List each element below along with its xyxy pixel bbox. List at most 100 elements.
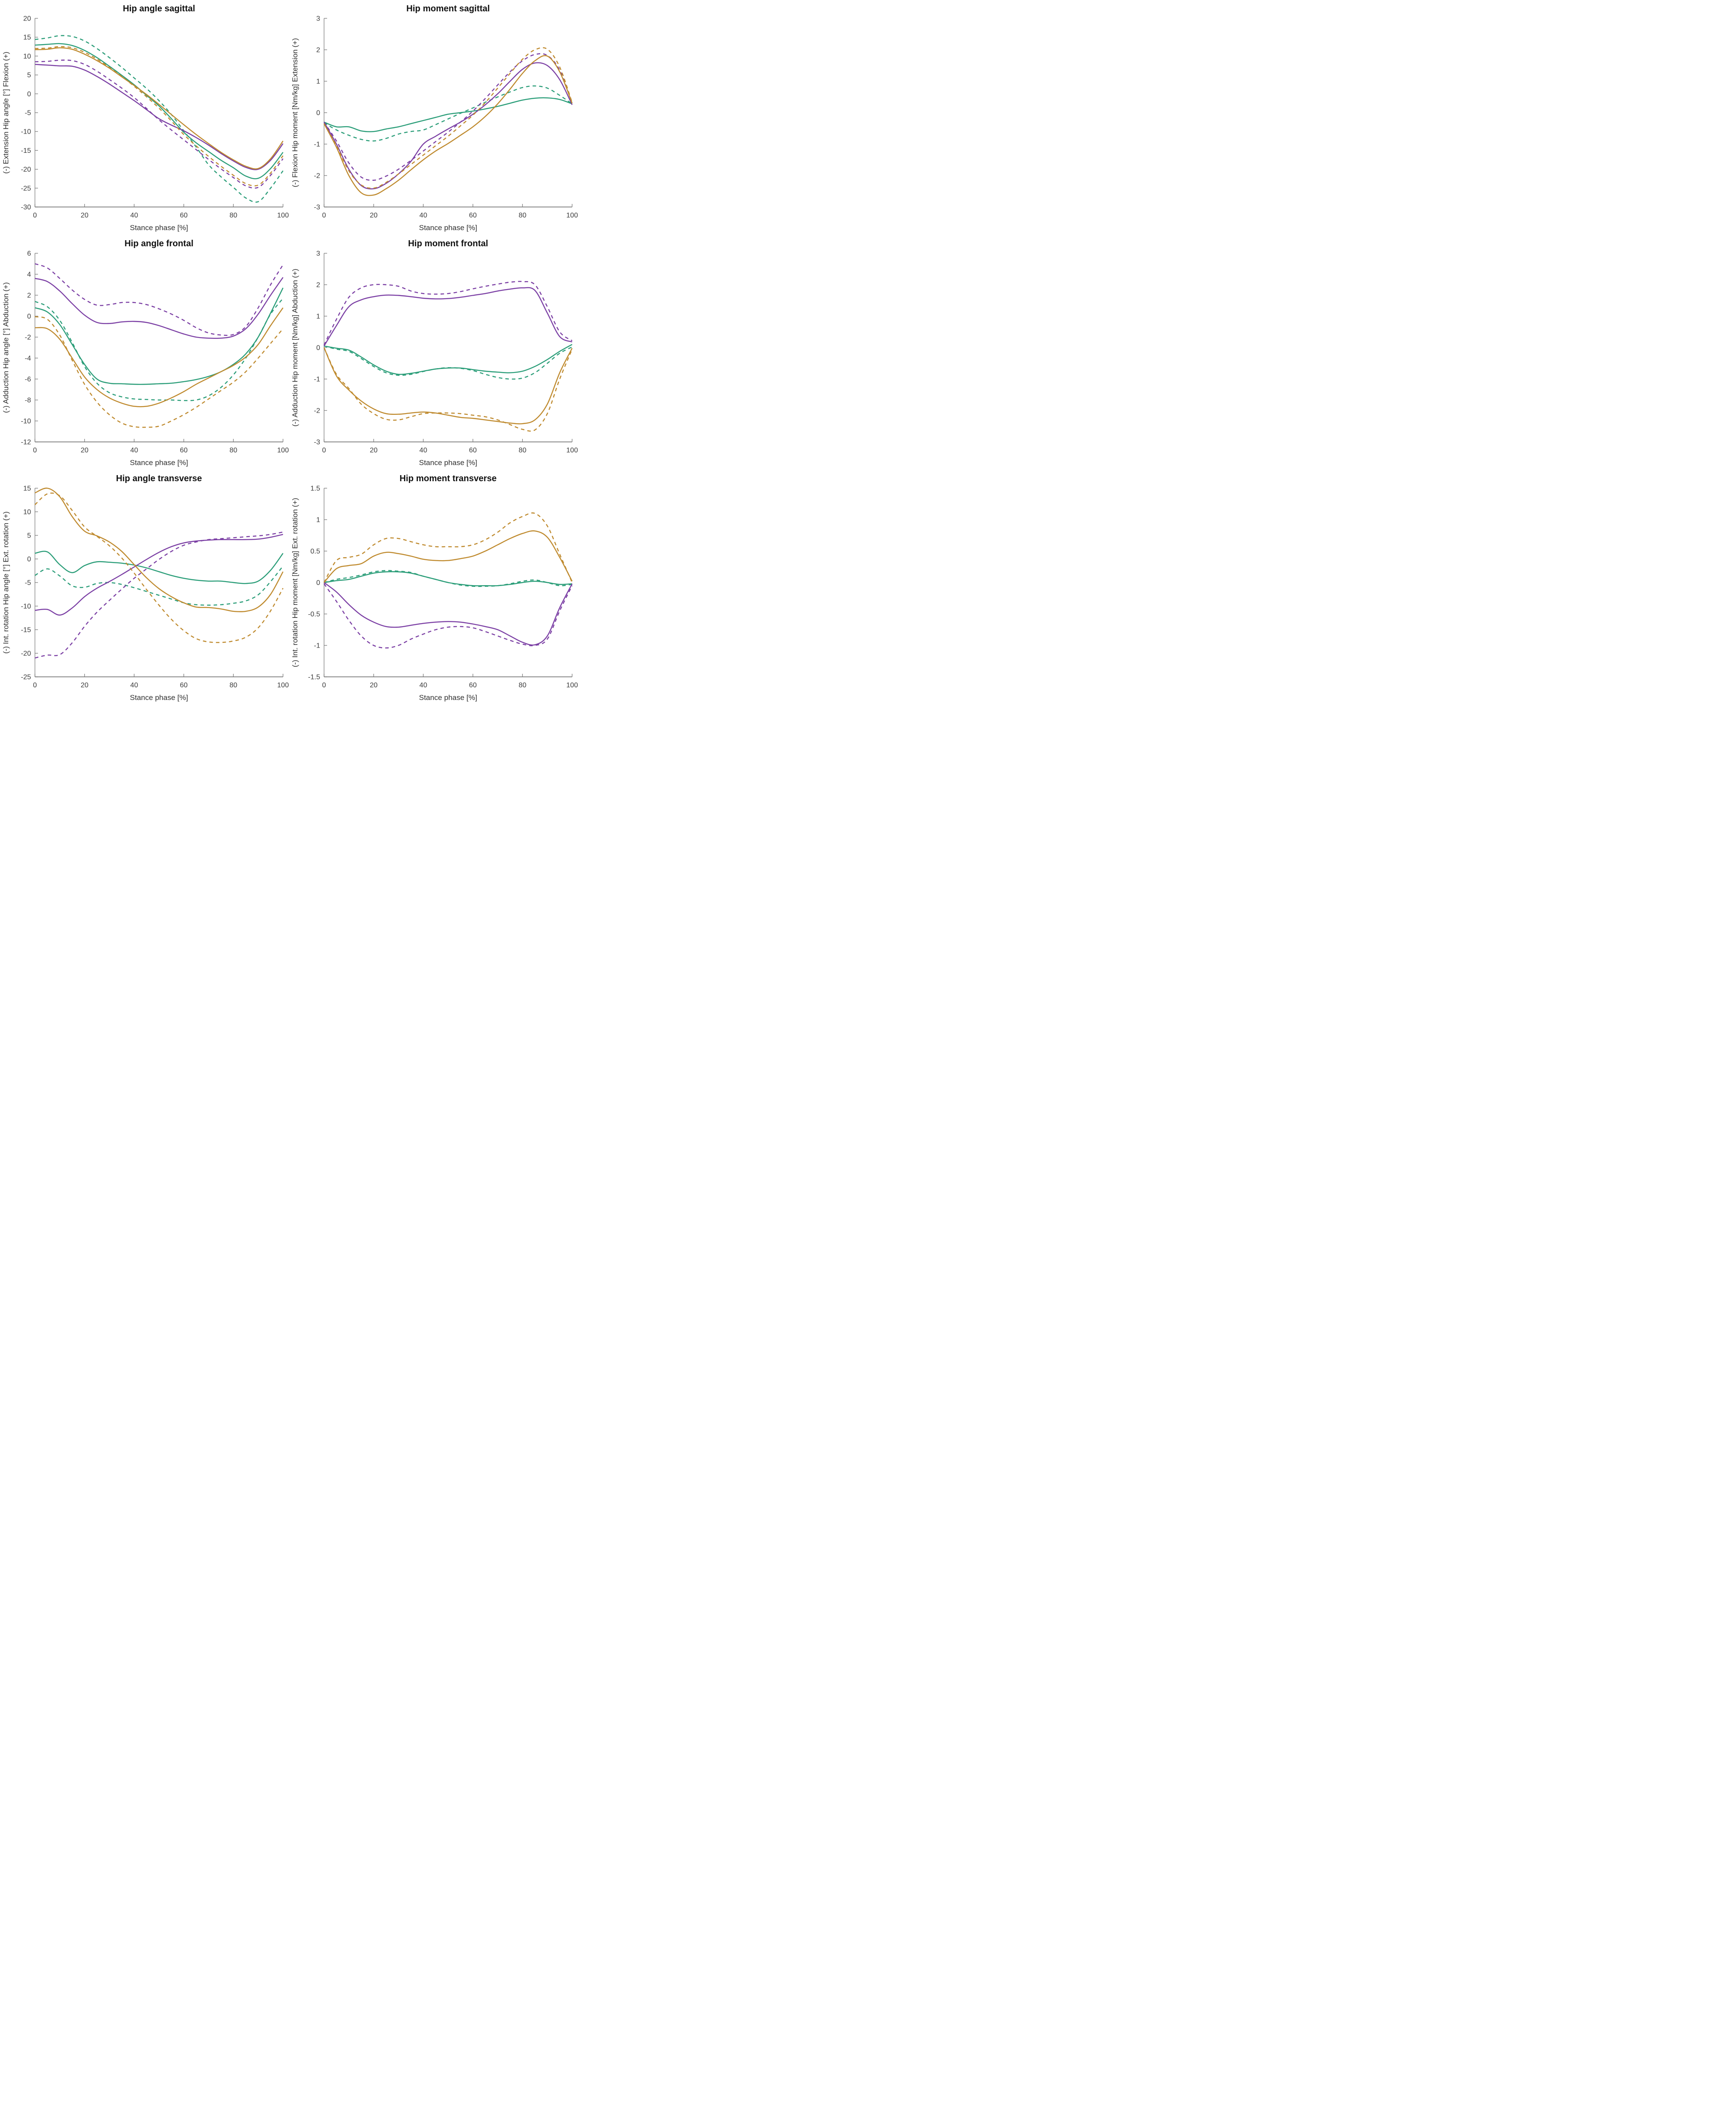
chart-canvas-hip-angle-sagittal: -30 -25 -20 -15 -10 -5 0 5 10 15 20 0 20 40 60 80 100 Hip… xyxy=(2,4,289,232)
x-tick-label: 40 xyxy=(130,212,138,219)
y-tick-label: 20 xyxy=(23,15,31,23)
series-orange-dashed xyxy=(323,512,573,583)
y-axis-label: (-) Int. rotation Hip moment [Nm/kg] Ext… xyxy=(291,498,299,667)
series-orange-dashed xyxy=(323,347,573,432)
y-tick-label: 3 xyxy=(316,250,320,258)
series-green-solid xyxy=(324,571,573,586)
x-tick-label: 80 xyxy=(230,447,238,454)
x-axis-label: Stance phase [%] xyxy=(130,459,188,467)
y-axis-label: (-) Extension Hip angle [°] Flexion (+) xyxy=(2,52,10,173)
x-tick-label: 40 xyxy=(130,447,138,454)
y-tick-label: -3 xyxy=(314,439,320,446)
y-tick-label: -4 xyxy=(25,355,31,362)
series-orange-solid xyxy=(35,487,284,613)
chart-canvas-hip-moment-sagittal: -3 -2 -1 0 1 2 3 0 20 40 60 80 100 Hip moment sagitta… xyxy=(291,4,578,232)
chart-hip-moment-sagittal: -3 -2 -1 0 1 2 3 0 20 40 60 80 100 Hip moment sagitta… xyxy=(289,0,578,235)
series-purple-solid xyxy=(35,277,283,339)
y-tick-label: 10 xyxy=(23,509,31,516)
x-tick-label: 60 xyxy=(469,212,477,219)
chart-title: Hip moment sagittal xyxy=(406,4,490,14)
series-purple-dashed xyxy=(35,531,283,659)
x-tick-label: 40 xyxy=(130,682,138,689)
y-tick-label: 1 xyxy=(316,517,320,524)
x-tick-label: 0 xyxy=(33,682,37,689)
y-tick-label: -2 xyxy=(314,172,320,180)
chart-hip-moment-transverse: -1.5 -1 -0.5 0 0.5 1 1.5 0 20 40 60 80 100 Hip moment… xyxy=(289,470,578,705)
y-tick-label: -1.5 xyxy=(308,674,320,681)
series-purple-solid xyxy=(323,287,573,347)
y-tick-label: -10 xyxy=(21,603,31,610)
y-tick-label: 1 xyxy=(316,313,320,321)
y-axis-label: (-) Adduction Hip angle [°] Abduction (+… xyxy=(2,282,10,413)
x-tick-label: 40 xyxy=(419,447,427,454)
x-tick-label: 0 xyxy=(33,447,37,454)
y-tick-label: 0 xyxy=(27,313,31,321)
chart-canvas-hip-moment-frontal: -3 -2 -1 0 1 2 3 0 20 40 60 80 100 Hip moment frontal… xyxy=(291,239,578,467)
y-tick-label: 0 xyxy=(316,345,320,352)
y-tick-label: -10 xyxy=(21,128,31,136)
series-orange-dashed xyxy=(35,46,283,186)
x-axis-label: Stance phase [%] xyxy=(419,459,477,467)
chart-hip-angle-frontal: -12 -10 -8 -6 -4 -2 0 2 4 6 0 20 40 60 80 100 Hip angle … xyxy=(0,235,289,470)
series-green-solid xyxy=(324,344,573,375)
x-tick-label: 20 xyxy=(81,682,89,689)
series-green-dashed xyxy=(324,85,573,142)
y-tick-label: 4 xyxy=(27,271,31,279)
x-tick-label: 0 xyxy=(322,447,326,454)
y-tick-label: -1 xyxy=(314,141,320,148)
chart-hip-moment-frontal: -3 -2 -1 0 1 2 3 0 20 40 60 80 100 Hip moment frontal… xyxy=(289,235,578,470)
series-purple-solid xyxy=(324,582,573,646)
series-green-dashed xyxy=(35,35,283,203)
series-purple-dashed xyxy=(323,53,573,181)
x-tick-label: 40 xyxy=(419,682,427,689)
chart-title: Hip angle frontal xyxy=(124,239,193,248)
x-tick-label: 20 xyxy=(81,447,89,454)
x-tick-label: 80 xyxy=(519,447,527,454)
y-tick-label: -30 xyxy=(21,204,31,211)
series-purple-dashed xyxy=(35,59,283,189)
y-tick-label: 2 xyxy=(316,282,320,289)
y-tick-label: -0.5 xyxy=(308,611,320,618)
x-tick-label: 60 xyxy=(180,682,188,689)
chart-title: Hip moment transverse xyxy=(400,474,497,483)
x-tick-label: 100 xyxy=(277,447,289,454)
series-green-dashed xyxy=(35,565,283,606)
chart-canvas-hip-angle-transverse: -25 -20 -15 -10 -5 0 5 10 15 0 20 40 60 80 100 Hip angl… xyxy=(2,474,289,702)
y-tick-label: -5 xyxy=(25,579,31,587)
y-tick-label: 0 xyxy=(27,556,31,563)
x-tick-label: 60 xyxy=(469,682,477,689)
y-tick-label: 0.5 xyxy=(311,548,320,555)
x-tick-label: 100 xyxy=(277,212,289,219)
x-axis-label: Stance phase [%] xyxy=(130,693,188,702)
x-tick-label: 60 xyxy=(180,212,188,219)
y-axis-label: (-) Flexion Hip moment [Nm/kg] Extension… xyxy=(291,38,299,187)
x-tick-label: 80 xyxy=(519,682,527,689)
y-tick-label: -25 xyxy=(21,674,31,681)
y-tick-label: 0 xyxy=(316,579,320,587)
y-tick-label: -6 xyxy=(25,376,31,383)
y-tick-label: 1.5 xyxy=(311,485,320,493)
series-orange-solid xyxy=(324,530,573,583)
series-purple-solid xyxy=(35,64,283,170)
y-tick-label: 15 xyxy=(23,485,31,493)
series-purple-dashed xyxy=(323,281,573,345)
chart-title: Hip angle sagittal xyxy=(123,4,195,14)
y-tick-label: 15 xyxy=(23,34,31,41)
series-green-solid xyxy=(35,287,284,385)
x-tick-label: 100 xyxy=(566,447,578,454)
series-green-solid xyxy=(35,551,283,584)
y-tick-label: 10 xyxy=(23,53,31,60)
x-tick-label: 80 xyxy=(230,682,238,689)
y-tick-label: -2 xyxy=(25,334,31,341)
series-orange-solid xyxy=(35,307,283,407)
series-green-dashed xyxy=(35,298,283,401)
x-tick-label: 100 xyxy=(566,212,578,219)
y-tick-label: 1 xyxy=(316,78,320,86)
chart-title: Hip moment frontal xyxy=(408,239,488,248)
y-tick-label: -1 xyxy=(314,376,320,383)
y-tick-label: -20 xyxy=(21,650,31,658)
y-tick-label: 0 xyxy=(27,90,31,98)
y-tick-label: 6 xyxy=(27,250,31,258)
y-tick-label: -25 xyxy=(21,185,31,192)
